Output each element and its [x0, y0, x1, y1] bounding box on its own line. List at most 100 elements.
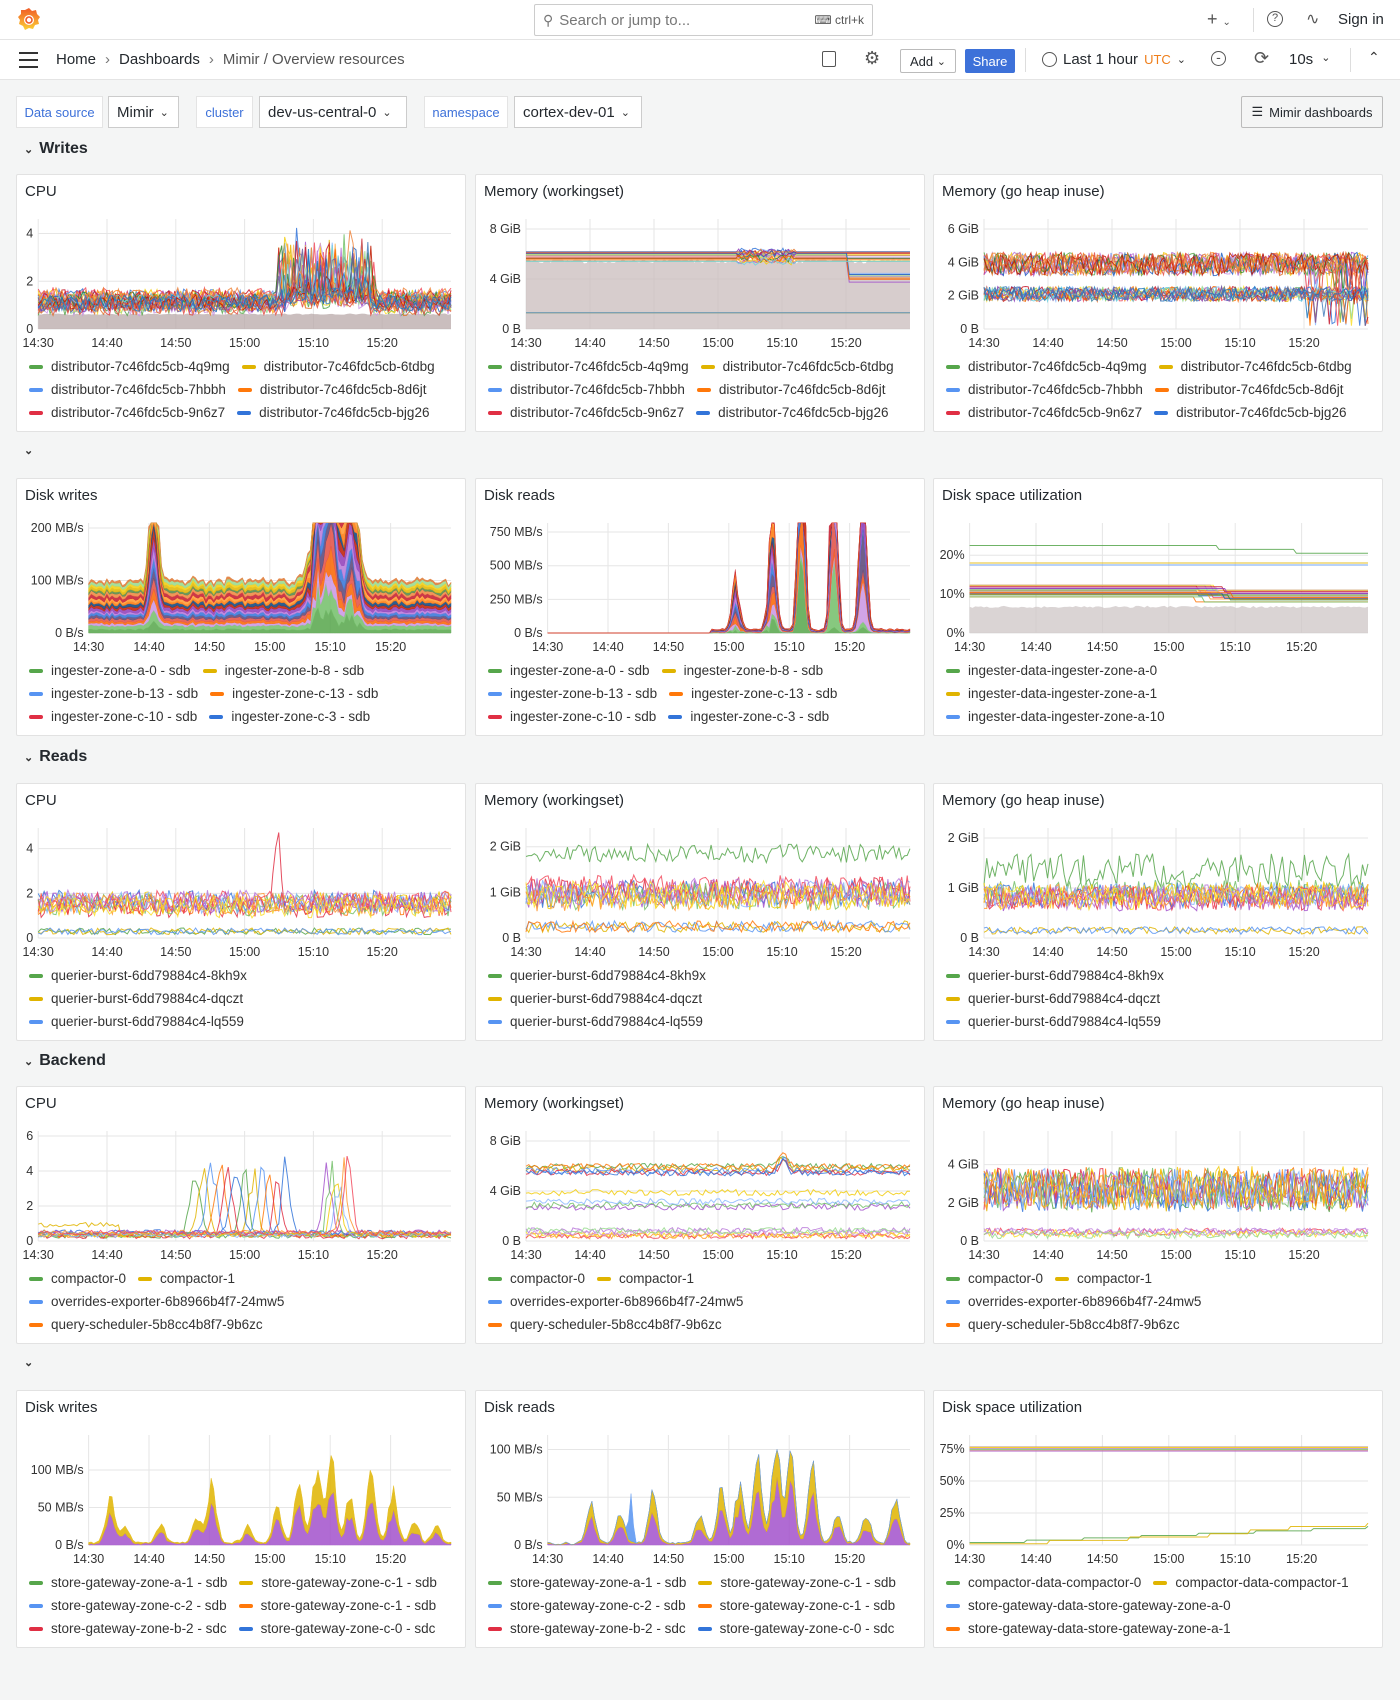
share-button[interactable]: Share: [965, 49, 1015, 73]
legend-item[interactable]: compactor-0: [488, 1271, 585, 1286]
legend-item[interactable]: compactor-data-compactor-1: [1153, 1575, 1349, 1590]
row-header-reads[interactable]: ⌄ Reads: [24, 748, 87, 766]
legend-item[interactable]: querier-burst-6dd79884c4-lq559: [946, 1014, 1161, 1029]
panel-disk-space-utilization[interactable]: Disk space utilization 0% 10% 20% 14:30 14:40…: [933, 478, 1383, 736]
legend-item[interactable]: overrides-exporter-6b8966b4f7-24mw5: [488, 1294, 743, 1309]
panel-memory-go-heap-inuse[interactable]: Memory (go heap inuse) 0 B 1 GiB 2 GiB 14:30…: [933, 783, 1383, 1041]
legend-item[interactable]: query-scheduler-5b8cc4b8f7-9b6zc: [488, 1317, 722, 1332]
legend-item[interactable]: ingester-zone-c-10 - sdb: [488, 709, 656, 724]
legend-item[interactable]: store-gateway-zone-c-2 - sdb: [29, 1598, 227, 1613]
legend-item[interactable]: distributor-7c46fdc5cb-7hbbh: [946, 382, 1143, 397]
namespace-select[interactable]: cortex-dev-01 ⌄: [514, 96, 642, 128]
legend-item[interactable]: compactor-0: [946, 1271, 1043, 1286]
legend-item[interactable]: overrides-exporter-6b8966b4f7-24mw5: [946, 1294, 1201, 1309]
row-header-backend[interactable]: ⌄ Backend: [24, 1052, 106, 1070]
rss-news-icon[interactable]: ∿: [1306, 11, 1320, 28]
legend-item[interactable]: ingester-zone-c-3 - sdb: [209, 709, 370, 724]
legend-item[interactable]: store-gateway-zone-c-1 - sdb: [239, 1575, 437, 1590]
refresh-icon[interactable]: ⟳: [1254, 48, 1270, 68]
legend-item[interactable]: compactor-1: [138, 1271, 235, 1286]
legend-item[interactable]: store-gateway-zone-a-1 - sdb: [29, 1575, 227, 1590]
legend-item[interactable]: store-gateway-zone-c-1 - sdb: [238, 1598, 436, 1613]
legend-item[interactable]: distributor-7c46fdc5cb-7hbbh: [29, 382, 226, 397]
legend-item[interactable]: compactor-1: [597, 1271, 694, 1286]
legend-item[interactable]: querier-burst-6dd79884c4-8kh9x: [946, 968, 1164, 983]
search-input[interactable]: ⚲ Search or jump to... ⌨ ctrl+k: [534, 4, 873, 36]
settings-gear-icon[interactable]: ⚙: [864, 48, 881, 68]
time-series-chart[interactable]: 0 B/s 50 MB/s 100 MB/s 14:30 14:40 14:50 15:00…: [17, 1431, 467, 1571]
legend-item[interactable]: ingester-zone-a-0 - sdb: [488, 663, 650, 678]
panel-memory-go-heap-inuse[interactable]: Memory (go heap inuse) 0 B 2 GiB 4 GiB 14:30…: [933, 1086, 1383, 1344]
legend-item[interactable]: querier-burst-6dd79884c4-lq559: [488, 1014, 703, 1029]
legend-item[interactable]: ingester-zone-b-8 - sdb: [661, 663, 823, 678]
legend-item[interactable]: distributor-7c46fdc5cb-bjg26: [696, 405, 888, 420]
add-button[interactable]: Add ⌄: [900, 49, 956, 73]
panel-memory-workingset[interactable]: Memory (workingset) 0 B 1 GiB 2 GiB 14:30 14:…: [475, 783, 925, 1041]
new-plus-icon[interactable]: + ⌄: [1207, 9, 1231, 29]
panel-disk-reads[interactable]: Disk reads 0 B/s 250 MB/s 500 MB/s 750 MB/s 1…: [475, 478, 925, 736]
legend-item[interactable]: compactor-data-compactor-0: [946, 1575, 1141, 1590]
legend-item[interactable]: store-gateway-zone-c-1 - sdb: [698, 1575, 896, 1590]
legend-item[interactable]: ingester-zone-b-13 - sdb: [488, 686, 657, 701]
legend-item[interactable]: ingester-zone-c-10 - sdb: [29, 709, 197, 724]
legend-item[interactable]: ingester-zone-c-3 - sdb: [668, 709, 829, 724]
legend-item[interactable]: ingester-zone-c-13 - sdb: [210, 686, 378, 701]
legend-item[interactable]: distributor-7c46fdc5cb-8d6jt: [696, 382, 885, 397]
panel-cpu[interactable]: CPU 0 2 4 6 14:30 14:40 14:50 15:00 15:10 15:20 com…: [16, 1086, 466, 1344]
time-series-chart[interactable]: 0 B 4 GiB 8 GiB 14:30 14:40 14:50 15:00 15:10 15…: [476, 215, 926, 355]
panel-cpu[interactable]: CPU 0 2 4 14:30 14:40 14:50 15:00 15:10 15:20 dist…: [16, 174, 466, 432]
legend-item[interactable]: ingester-zone-c-13 - sdb: [669, 686, 837, 701]
refresh-interval-picker[interactable]: 10s ⌄: [1289, 51, 1330, 68]
time-series-chart[interactable]: 0 2 4 14:30 14:40 14:50 15:00 15:10 15:20: [17, 824, 467, 964]
legend-item[interactable]: ingester-zone-b-13 - sdb: [29, 686, 198, 701]
legend-item[interactable]: distributor-7c46fdc5cb-8d6jt: [1154, 382, 1343, 397]
legend-item[interactable]: distributor-7c46fdc5cb-bjg26: [237, 405, 429, 420]
breadcrumb-dashboards[interactable]: Dashboards: [119, 51, 200, 68]
legend-item[interactable]: distributor-7c46fdc5cb-8d6jt: [237, 382, 426, 397]
panel-disk-space-utilization[interactable]: Disk space utilization 0% 25% 50% 75% 14:30 14…: [933, 1390, 1383, 1648]
legend-item[interactable]: querier-burst-6dd79884c4-8kh9x: [29, 968, 247, 983]
datasource-select[interactable]: Mimir ⌄: [108, 96, 179, 128]
legend-item[interactable]: query-scheduler-5b8cc4b8f7-9b6zc: [29, 1317, 263, 1332]
legend-item[interactable]: distributor-7c46fdc5cb-7hbbh: [488, 382, 685, 397]
legend-item[interactable]: distributor-7c46fdc5cb-4q9mg: [29, 359, 230, 374]
legend-item[interactable]: querier-burst-6dd79884c4-dqczt: [488, 991, 702, 1006]
legend-item[interactable]: distributor-7c46fdc5cb-9n6z7: [946, 405, 1142, 420]
time-series-chart[interactable]: 0 B 1 GiB 2 GiB 14:30 14:40 14:50 15:00 15:10 15…: [476, 824, 926, 964]
legend-item[interactable]: store-gateway-zone-c-2 - sdb: [488, 1598, 686, 1613]
time-series-chart[interactable]: 0 B/s 250 MB/s 500 MB/s 750 MB/s 14:30 14:40 1…: [476, 519, 926, 659]
legend-item[interactable]: distributor-7c46fdc5cb-9n6z7: [488, 405, 684, 420]
row-header-untitled[interactable]: ⌄: [24, 444, 33, 457]
time-series-chart[interactable]: 0 2 4 6 14:30 14:40 14:50 15:00 15:10 15:20: [17, 1127, 467, 1267]
time-series-chart[interactable]: 0 B 2 GiB 4 GiB 14:30 14:40 14:50 15:00 15:10 15…: [934, 1127, 1384, 1267]
time-picker[interactable]: Last 1 hour UTC ⌄: [1042, 51, 1186, 68]
legend-item[interactable]: distributor-7c46fdc5cb-4q9mg: [946, 359, 1147, 374]
cluster-select[interactable]: dev-us-central-0 ⌄: [259, 96, 407, 128]
time-series-chart[interactable]: 0% 25% 50% 75% 14:30 14:40 14:50 15:00 15:10 15:2…: [934, 1431, 1384, 1571]
save-dashboard-icon[interactable]: [822, 51, 836, 67]
legend-item[interactable]: store-gateway-zone-c-0 - sdc: [697, 1621, 894, 1636]
panel-memory-workingset[interactable]: Memory (workingset) 0 B 4 GiB 8 GiB 14:30 14:…: [475, 174, 925, 432]
panel-memory-workingset[interactable]: Memory (workingset) 0 B 4 GiB 8 GiB 14:30 14:…: [475, 1086, 925, 1344]
row-header-writes[interactable]: ⌄ Writes: [24, 140, 88, 158]
panel-disk-reads[interactable]: Disk reads 0 B/s 50 MB/s 100 MB/s 14:30 14:40…: [475, 1390, 925, 1648]
legend-item[interactable]: compactor-1: [1055, 1271, 1152, 1286]
grafana-logo-icon[interactable]: [17, 7, 41, 33]
legend-item[interactable]: ingester-data-ingester-zone-a-0: [946, 663, 1157, 678]
legend-item[interactable]: overrides-exporter-6b8966b4f7-24mw5: [29, 1294, 284, 1309]
legend-item[interactable]: store-gateway-zone-b-2 - sdc: [29, 1621, 227, 1636]
legend-item[interactable]: distributor-7c46fdc5cb-bjg26: [1154, 405, 1346, 420]
legend-item[interactable]: store-gateway-zone-c-1 - sdb: [697, 1598, 895, 1613]
legend-item[interactable]: store-gateway-zone-a-1 - sdb: [488, 1575, 686, 1590]
legend-item[interactable]: querier-burst-6dd79884c4-dqczt: [946, 991, 1160, 1006]
legend-item[interactable]: ingester-data-ingester-zone-a-1: [946, 686, 1157, 701]
legend-item[interactable]: ingester-zone-b-8 - sdb: [202, 663, 364, 678]
zoom-out-icon[interactable]: -: [1211, 50, 1226, 66]
time-series-chart[interactable]: 0 B 4 GiB 8 GiB 14:30 14:40 14:50 15:00 15:10 15…: [476, 1127, 926, 1267]
help-icon[interactable]: ?: [1267, 11, 1283, 27]
legend-item[interactable]: querier-burst-6dd79884c4-8kh9x: [488, 968, 706, 983]
time-series-chart[interactable]: 0% 10% 20% 14:30 14:40 14:50 15:00 15:10 15:20: [934, 519, 1384, 659]
breadcrumb-home[interactable]: Home: [56, 51, 97, 68]
panel-memory-go-heap-inuse[interactable]: Memory (go heap inuse) 0 B 2 GiB 4 GiB 6 GiB…: [933, 174, 1383, 432]
legend-item[interactable]: store-gateway-zone-b-2 - sdc: [488, 1621, 686, 1636]
